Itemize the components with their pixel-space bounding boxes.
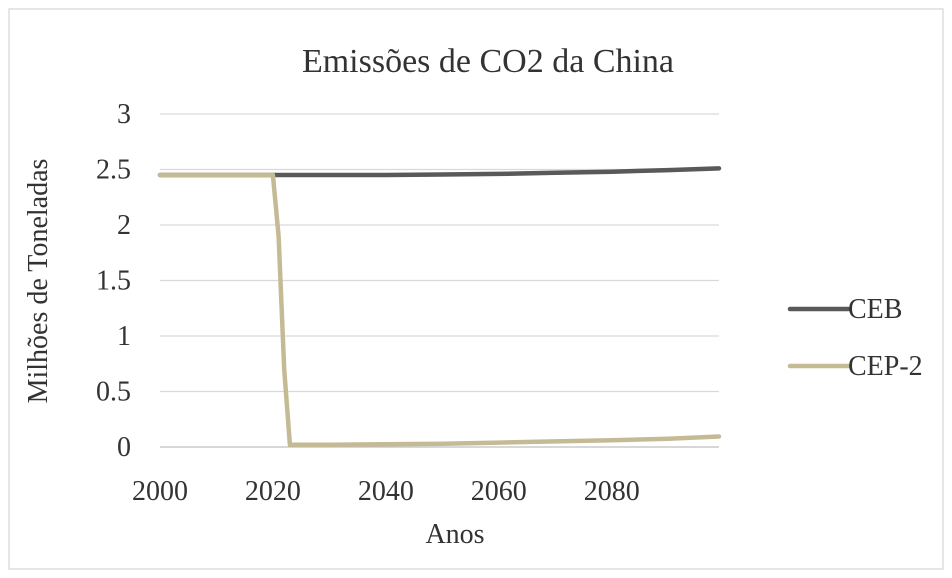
x-tick-label: 2060	[471, 476, 527, 507]
x-axis-label: Anos	[425, 519, 484, 550]
y-tick-label: 1	[117, 321, 131, 352]
legend: CEB CEP-2	[787, 294, 923, 382]
series-line-cep-2	[157, 172, 722, 448]
y-tick-label: 0.5	[96, 377, 131, 408]
y-tick-label: 0	[117, 432, 131, 463]
y-axis-label: Milhões de Toneladas	[23, 159, 54, 404]
plot-area	[157, 166, 722, 448]
x-tick-label: 2020	[245, 476, 301, 507]
x-tick-label: 2000	[132, 476, 188, 507]
x-tick-label: 2080	[584, 476, 640, 507]
legend-label: CEB	[848, 294, 902, 325]
y-tick-label: 2	[117, 210, 131, 241]
y-tick-label: 2.5	[96, 155, 131, 186]
x-tick-label: 2040	[358, 476, 414, 507]
y-tick-label: 1.5	[96, 266, 131, 297]
chart-title: Emissões de CO2 da China	[302, 43, 674, 80]
y-tick-label: 3	[117, 99, 131, 130]
chart-border	[8, 8, 944, 570]
x-axis-ticks: 2000 2020 2040 2060 2080	[132, 476, 640, 507]
y-axis-ticks: 0 0.5 1 1.5 2 2.5 3	[96, 99, 131, 463]
legend-label: CEP-2	[848, 351, 923, 382]
